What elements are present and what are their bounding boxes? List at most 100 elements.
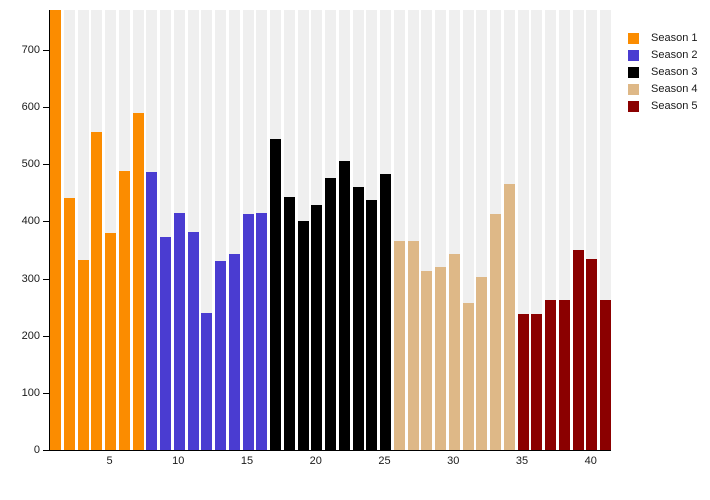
legend-entry: Season 5 xyxy=(628,100,697,112)
bar xyxy=(393,240,405,450)
bar xyxy=(311,204,323,450)
bar xyxy=(270,139,281,450)
bar xyxy=(572,250,584,450)
bar xyxy=(50,10,61,450)
bar xyxy=(325,178,336,450)
legend-label: Season 5 xyxy=(651,100,698,112)
y-tick-mark xyxy=(43,50,49,51)
bar-slot xyxy=(215,10,226,450)
bar-slot xyxy=(325,10,336,450)
bar xyxy=(586,259,598,450)
legend-swatch-icon xyxy=(628,83,639,95)
bar xyxy=(118,170,130,450)
bar xyxy=(228,254,240,450)
bar xyxy=(503,183,515,450)
legend-entry: Season 2 xyxy=(628,49,697,61)
bar-slot xyxy=(160,10,171,450)
bar xyxy=(77,259,89,450)
x-tick-label: 5 xyxy=(106,455,113,467)
y-tick-label: 400 xyxy=(21,215,40,228)
bar xyxy=(91,131,103,450)
legend-label: Season 4 xyxy=(651,83,698,95)
y-tick-mark xyxy=(43,221,49,223)
bar xyxy=(380,174,391,450)
legend-swatch-icon xyxy=(628,100,639,112)
y-tick-label: 700 xyxy=(21,44,40,56)
bar-slot xyxy=(187,10,199,450)
bar-slot xyxy=(421,10,433,450)
bar-slot xyxy=(435,10,446,450)
bar-slot xyxy=(448,10,460,450)
bar-slot xyxy=(586,10,598,450)
bar-slot xyxy=(283,10,295,450)
bar xyxy=(462,302,474,450)
legend-label: Season 2 xyxy=(651,49,698,61)
y-tick-mark xyxy=(43,278,49,280)
bar xyxy=(448,254,460,450)
bar xyxy=(531,314,543,450)
bar xyxy=(256,213,268,450)
x-tick-label: 25 xyxy=(378,455,391,467)
bar xyxy=(545,299,556,450)
y-tick-mark xyxy=(43,450,49,451)
bar-slot xyxy=(531,10,543,450)
bar-slot xyxy=(91,10,103,450)
legend-swatch-icon xyxy=(628,49,639,61)
legend-swatch-icon xyxy=(628,66,639,78)
legend-entry: Season 3 xyxy=(628,66,697,78)
bar xyxy=(215,260,226,450)
y-tick-mark xyxy=(43,392,49,394)
bar-slot xyxy=(242,10,254,450)
bar xyxy=(160,236,171,450)
legend-label: Season 1 xyxy=(651,32,698,44)
bar-slot xyxy=(503,10,515,450)
bar-slot xyxy=(462,10,474,450)
bar-slot xyxy=(393,10,405,450)
bar-slot xyxy=(311,10,323,450)
plot-area xyxy=(49,10,611,451)
bar-slot xyxy=(50,10,61,450)
y-tick-mark xyxy=(43,335,49,337)
x-tick-label: 30 xyxy=(447,455,460,467)
bar xyxy=(517,314,529,450)
x-tick-label: 20 xyxy=(309,455,322,467)
legend: Season 1 Season 2 Season 3 Season 4 Season 5 xyxy=(628,32,697,117)
bar xyxy=(352,186,364,450)
bar-slot xyxy=(558,10,570,450)
bar xyxy=(63,198,75,450)
y-tick-label: 200 xyxy=(21,329,40,342)
bar-slot xyxy=(118,10,130,450)
bar xyxy=(173,212,185,450)
y-tick-label: 600 xyxy=(21,101,40,114)
y-tick-mark xyxy=(43,164,49,166)
bar xyxy=(338,160,350,450)
bar-slot xyxy=(201,10,213,450)
y-tick-label: 100 xyxy=(21,386,40,399)
bar xyxy=(421,270,433,450)
bar-slot xyxy=(407,10,419,450)
legend-entry: Season 4 xyxy=(628,83,697,95)
y-tick-mark xyxy=(43,107,49,109)
bar xyxy=(201,312,213,450)
y-tick-label: 0 xyxy=(33,444,40,456)
bar-slot xyxy=(476,10,488,450)
bar-slot xyxy=(105,10,116,450)
bar-slot xyxy=(132,10,144,450)
bar xyxy=(105,233,116,450)
bar-slot xyxy=(380,10,391,450)
bar xyxy=(297,221,309,450)
bar-slot xyxy=(270,10,281,450)
bar-slot xyxy=(256,10,268,450)
bar-slot xyxy=(297,10,309,450)
bar-slot xyxy=(77,10,89,450)
x-tick-label: 40 xyxy=(584,455,597,467)
bar xyxy=(407,240,419,450)
legend-swatch-icon xyxy=(628,32,639,44)
bar xyxy=(366,200,378,450)
bar xyxy=(490,214,501,450)
bar-slot xyxy=(228,10,240,450)
bar-slot xyxy=(366,10,378,450)
legend-entry: Season 1 xyxy=(628,32,697,44)
bar xyxy=(283,196,295,450)
